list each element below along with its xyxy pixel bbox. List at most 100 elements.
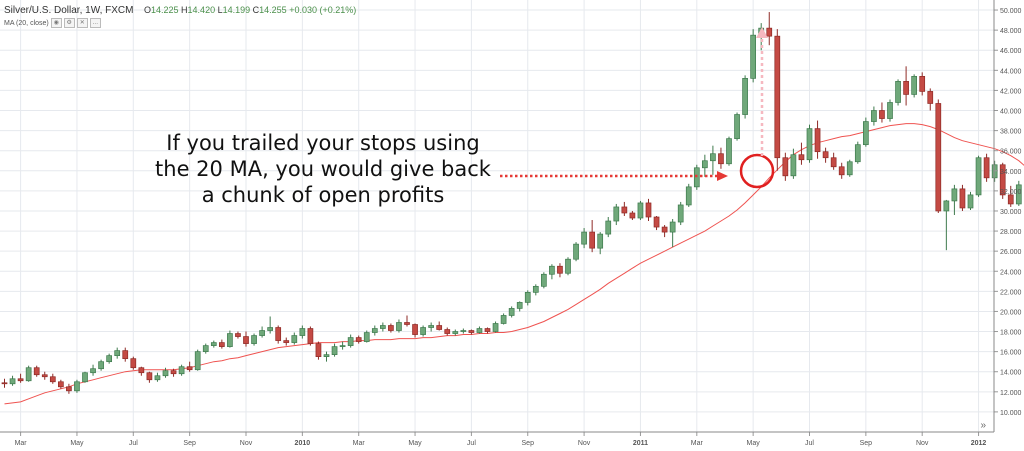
x-tick-label: Nov bbox=[578, 440, 591, 447]
candle bbox=[742, 75, 748, 119]
candle-body bbox=[106, 355, 113, 363]
candle bbox=[291, 332, 298, 345]
time-axis: Mar May Jul Sep Nov 2010 Mar May Jul Sep Nov 2011 Ma… bbox=[0, 431, 994, 447]
candle bbox=[468, 329, 475, 335]
candle-body bbox=[178, 366, 185, 375]
price-axis: 10.000 12.000 14.000 16.000 18.000 20.000 22.0… bbox=[993, 0, 1022, 432]
candle bbox=[299, 325, 306, 339]
candle bbox=[540, 272, 547, 289]
candle-body bbox=[540, 273, 547, 287]
candle-body bbox=[380, 325, 386, 329]
candle bbox=[114, 347, 121, 359]
candle-body bbox=[74, 381, 80, 392]
candle bbox=[750, 29, 757, 83]
candle-body bbox=[307, 328, 314, 344]
candle-body bbox=[871, 110, 877, 122]
close-icon[interactable]: ✕ bbox=[76, 18, 88, 28]
x-tick-label: Nov bbox=[240, 440, 253, 447]
y-tick-label: 46.000 bbox=[1000, 48, 1022, 55]
candle bbox=[500, 313, 507, 325]
candle bbox=[371, 325, 378, 336]
candle-body bbox=[661, 226, 668, 233]
candle bbox=[98, 359, 104, 371]
more-icon[interactable]: … bbox=[89, 18, 101, 28]
candle bbox=[186, 361, 193, 372]
x-tick-label: Jul bbox=[129, 440, 138, 447]
candle-body bbox=[90, 368, 96, 374]
candle bbox=[412, 323, 418, 338]
candle-body bbox=[895, 81, 901, 103]
candle bbox=[951, 184, 958, 215]
candle-body bbox=[154, 375, 161, 381]
candle-body bbox=[549, 265, 555, 275]
low-value: 14.199 bbox=[222, 5, 251, 15]
candle bbox=[943, 199, 950, 251]
candle bbox=[613, 203, 620, 226]
candle bbox=[935, 99, 942, 213]
candle-body bbox=[347, 337, 354, 346]
candle bbox=[202, 343, 209, 354]
candle bbox=[436, 321, 443, 331]
candle-body bbox=[790, 154, 797, 177]
candle-body bbox=[371, 328, 378, 333]
candle-body bbox=[17, 378, 24, 382]
candle-body bbox=[114, 350, 121, 356]
candle bbox=[259, 326, 265, 338]
candle bbox=[669, 219, 676, 248]
candle-body bbox=[251, 335, 257, 344]
candle-body bbox=[605, 220, 612, 235]
candle bbox=[178, 364, 185, 376]
candle-body bbox=[653, 216, 660, 228]
candle-body bbox=[404, 322, 410, 325]
candle bbox=[243, 331, 249, 347]
candle bbox=[846, 159, 853, 177]
candle bbox=[49, 373, 56, 384]
symbol-title: Silver/U.S. Dollar, 1W, FXCM bbox=[4, 5, 134, 16]
y-tick-label: 24.000 bbox=[1000, 269, 1022, 276]
settings-icon[interactable]: ⚙ bbox=[63, 18, 75, 28]
eye-icon[interactable]: ◉ bbox=[50, 18, 62, 28]
candle-body bbox=[412, 324, 418, 335]
candle bbox=[162, 367, 169, 378]
x-tick-label: Mar bbox=[353, 440, 366, 447]
x-tick-label: Sep bbox=[183, 440, 196, 447]
candle bbox=[629, 210, 636, 221]
chart-grid bbox=[0, 0, 994, 432]
candle bbox=[621, 201, 628, 216]
candle bbox=[975, 155, 982, 197]
candle bbox=[774, 29, 781, 171]
candle bbox=[66, 383, 72, 394]
candle-body bbox=[25, 367, 32, 382]
candle bbox=[597, 232, 604, 255]
candle-body bbox=[57, 381, 64, 388]
candle-body bbox=[693, 167, 700, 188]
candle-body bbox=[219, 342, 225, 347]
candle-body bbox=[718, 153, 724, 165]
y-tick-label: 50.000 bbox=[1000, 8, 1022, 15]
candle bbox=[734, 112, 740, 141]
candle bbox=[532, 284, 539, 296]
y-tick-label: 48.000 bbox=[1000, 28, 1022, 35]
candle bbox=[701, 154, 708, 177]
candle-body bbox=[508, 308, 515, 316]
candle bbox=[871, 106, 877, 126]
candle-body bbox=[186, 366, 193, 371]
candle bbox=[267, 316, 273, 334]
candle-body bbox=[275, 327, 282, 341]
candle-body bbox=[854, 144, 861, 163]
candle-body bbox=[210, 342, 217, 346]
open-label: O bbox=[143, 5, 151, 15]
candle bbox=[460, 328, 467, 334]
scroll-to-realtime-icon[interactable]: » bbox=[980, 420, 986, 431]
candle-body bbox=[331, 346, 338, 355]
candle bbox=[903, 66, 909, 106]
candle bbox=[396, 319, 402, 333]
candle bbox=[331, 343, 338, 357]
candle-body bbox=[597, 233, 604, 249]
candle-body bbox=[822, 151, 829, 159]
candle bbox=[82, 371, 88, 383]
candle bbox=[283, 337, 290, 346]
candle-body bbox=[710, 153, 716, 162]
candle bbox=[814, 120, 821, 159]
candle-body bbox=[677, 204, 684, 223]
